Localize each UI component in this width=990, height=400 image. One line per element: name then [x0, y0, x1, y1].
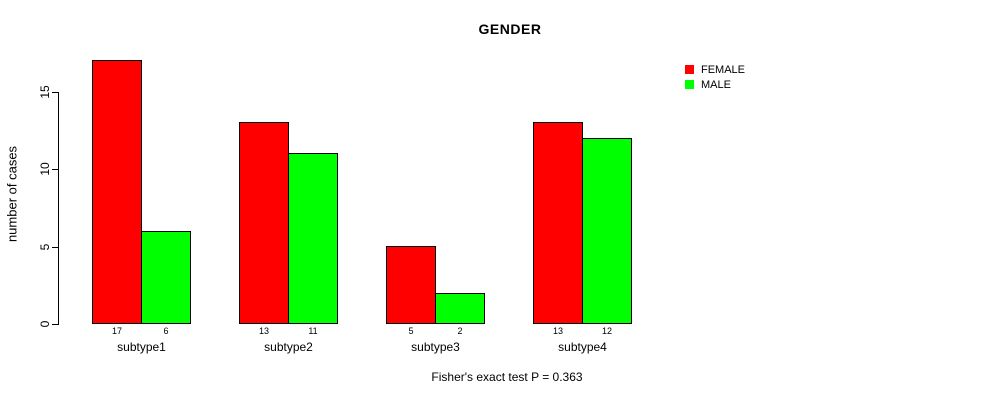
bar-male-subtype1	[141, 231, 191, 324]
x-category-label-subtype2: subtype2	[264, 340, 313, 354]
legend-label-male: MALE	[701, 78, 731, 91]
bar-female-subtype1	[92, 60, 142, 324]
bar-value-label-female-subtype1: 17	[111, 326, 122, 336]
y-tick-mark	[52, 92, 58, 93]
x-category-label-subtype3: subtype3	[411, 340, 460, 354]
legend-item-female: FEMALE	[685, 62, 745, 77]
y-tick-label: 5	[38, 243, 52, 251]
legend-swatch-male	[685, 80, 694, 89]
y-axis-line	[58, 92, 59, 325]
legend-label-female: FEMALE	[701, 63, 746, 76]
y-tick-label: 15	[38, 85, 52, 99]
bar-male-subtype2	[288, 153, 338, 324]
bar-male-subtype3	[435, 293, 485, 324]
bar-value-label-male-subtype1: 6	[163, 326, 169, 336]
y-tick-mark	[52, 324, 58, 325]
bar-value-label-male-subtype3: 2	[457, 326, 463, 336]
x-category-label-subtype1: subtype1	[117, 340, 166, 354]
bar-value-label-male-subtype4: 12	[601, 326, 612, 336]
footnote-fisher-test: Fisher's exact test P = 0.363	[431, 370, 583, 384]
legend-item-male: MALE	[685, 77, 745, 92]
bar-value-label-female-subtype3: 5	[408, 326, 414, 336]
y-tick-label: 10	[38, 162, 52, 176]
legend: FEMALE MALE	[685, 62, 745, 92]
bar-female-subtype3	[386, 246, 436, 324]
bar-female-subtype2	[239, 122, 289, 324]
y-tick-label: 0	[38, 320, 52, 328]
bar-female-subtype4	[533, 122, 583, 324]
bar-value-label-female-subtype2: 13	[258, 326, 269, 336]
chart-title: GENDER	[478, 21, 542, 37]
x-category-label-subtype4: subtype4	[558, 340, 607, 354]
y-tick-mark	[52, 169, 58, 170]
bar-value-label-male-subtype2: 11	[308, 326, 318, 336]
bar-male-subtype4	[582, 138, 632, 324]
legend-swatch-female	[685, 65, 694, 74]
bar-value-label-female-subtype4: 13	[552, 326, 563, 336]
y-tick-mark	[52, 247, 58, 248]
